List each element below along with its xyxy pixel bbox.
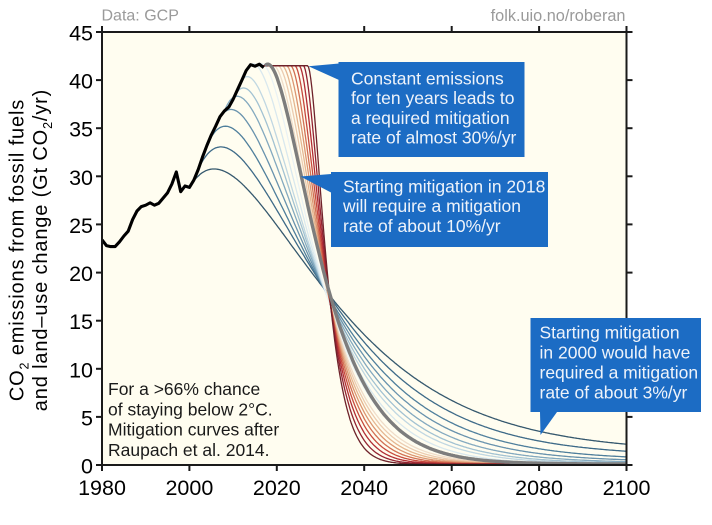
- svg-text:45: 45: [69, 22, 93, 46]
- svg-text:5: 5: [81, 406, 93, 430]
- svg-text:rate of about 3%/yr: rate of about 3%/yr: [540, 383, 688, 403]
- svg-text:and land–use change (Gt CO2/yr: and land–use change (Gt CO2/yr): [30, 89, 55, 411]
- svg-text:2020: 2020: [253, 476, 301, 500]
- svg-text:20: 20: [69, 262, 93, 286]
- svg-text:folk.uio.no/roberan: folk.uio.no/roberan: [491, 7, 626, 25]
- svg-text:For a >66% chance: For a >66% chance: [108, 379, 260, 399]
- svg-text:2060: 2060: [428, 476, 476, 500]
- svg-text:35: 35: [69, 118, 93, 142]
- svg-text:rate of almost 30%/yr: rate of almost 30%/yr: [351, 128, 517, 148]
- svg-text:1980: 1980: [78, 476, 126, 500]
- svg-text:40: 40: [69, 70, 93, 94]
- svg-text:Starting mitigation in 2018: Starting mitigation in 2018: [343, 176, 545, 196]
- svg-text:0: 0: [81, 455, 93, 479]
- svg-text:in 2000 would have: in 2000 would have: [540, 343, 691, 363]
- svg-text:2000: 2000: [165, 476, 213, 500]
- svg-text:30: 30: [69, 166, 93, 190]
- svg-text:Raupach et al. 2014.: Raupach et al. 2014.: [108, 440, 270, 460]
- svg-text:CO2 emissions from fossil fuel: CO2 emissions from fossil fuels: [7, 99, 32, 401]
- svg-text:2080: 2080: [515, 476, 563, 500]
- svg-text:15: 15: [69, 310, 93, 334]
- svg-text:10: 10: [69, 358, 93, 382]
- svg-text:for ten years leads to: for ten years leads to: [351, 88, 514, 108]
- svg-text:2040: 2040: [340, 476, 388, 500]
- svg-text:Data: GCP: Data: GCP: [102, 8, 179, 25]
- svg-text:a required mitigation: a required mitigation: [351, 108, 510, 128]
- svg-text:Constant emissions: Constant emissions: [351, 69, 504, 89]
- svg-text:of staying below 2°C.: of staying below 2°C.: [108, 399, 273, 419]
- svg-text:Starting mitigation: Starting mitigation: [540, 323, 680, 343]
- svg-text:will require a mitigation: will require a mitigation: [342, 196, 521, 216]
- svg-text:required a mitigation: required a mitigation: [540, 363, 699, 383]
- svg-text:Mitigation curves after: Mitigation curves after: [108, 420, 279, 440]
- svg-text:25: 25: [69, 214, 93, 238]
- svg-text:2100: 2100: [603, 476, 651, 500]
- svg-text:rate of about 10%/yr: rate of about 10%/yr: [343, 216, 501, 236]
